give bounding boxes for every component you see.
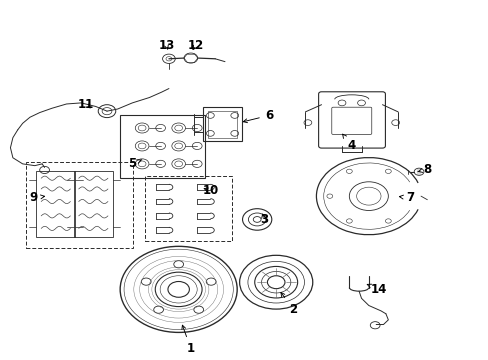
Text: 6: 6 bbox=[243, 109, 272, 123]
Text: 13: 13 bbox=[158, 39, 174, 52]
Text: 1: 1 bbox=[182, 325, 195, 355]
Text: 14: 14 bbox=[366, 283, 386, 296]
Text: 12: 12 bbox=[187, 39, 203, 52]
Text: 2: 2 bbox=[280, 292, 297, 316]
Text: 4: 4 bbox=[342, 134, 355, 152]
Bar bbox=[203, 107, 242, 141]
Bar bbox=[36, 171, 75, 237]
Text: 3: 3 bbox=[260, 213, 267, 226]
Text: 11: 11 bbox=[78, 98, 94, 111]
Bar bbox=[120, 116, 205, 178]
Text: 7: 7 bbox=[399, 192, 413, 204]
Bar bbox=[144, 176, 232, 241]
Text: 9: 9 bbox=[30, 192, 44, 204]
Bar bbox=[26, 162, 133, 248]
Text: 5: 5 bbox=[128, 157, 142, 170]
Bar bbox=[207, 111, 237, 138]
Text: 10: 10 bbox=[202, 184, 218, 197]
Bar bbox=[74, 171, 113, 237]
Text: 8: 8 bbox=[417, 163, 430, 176]
